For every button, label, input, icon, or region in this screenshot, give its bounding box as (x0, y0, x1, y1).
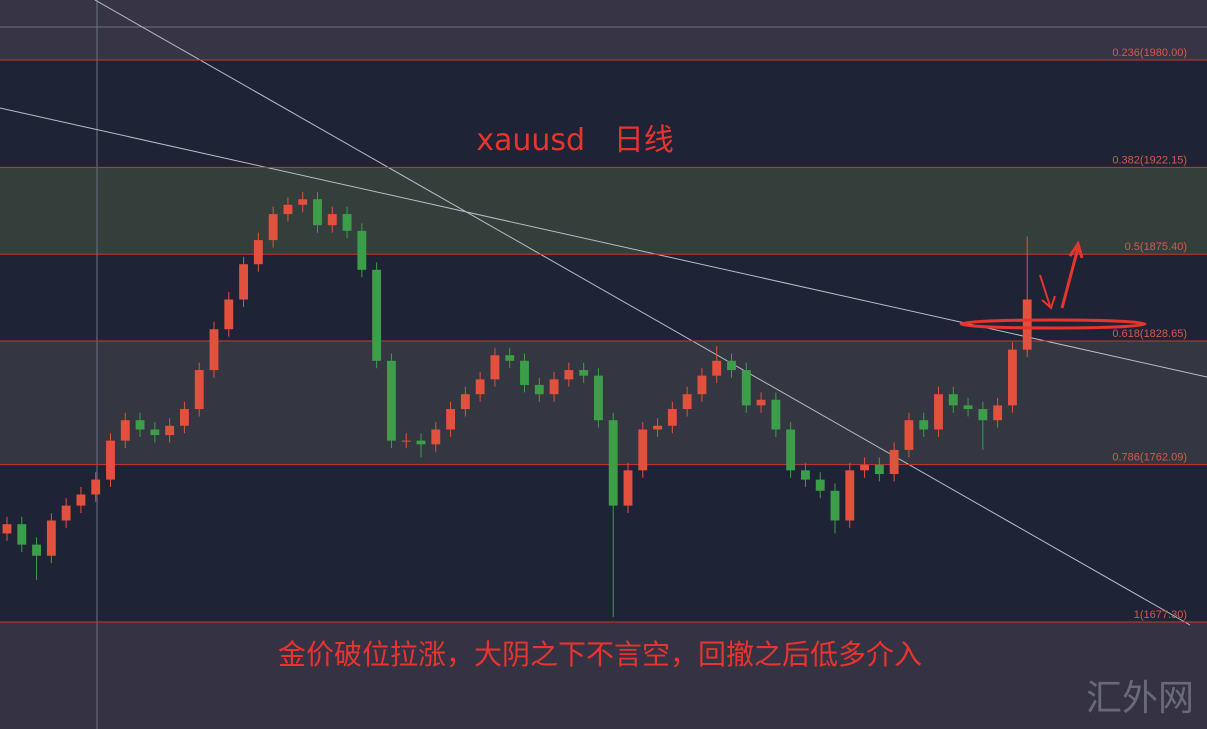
candle-body (135, 420, 145, 430)
zone (0, 622, 1207, 729)
candle-body (948, 394, 958, 406)
candle-body (800, 470, 810, 480)
watermark: 汇外网 (1086, 678, 1194, 719)
candle-body (505, 355, 515, 361)
candle-body (889, 449, 899, 475)
candle-body (653, 425, 663, 430)
candle-body (46, 520, 56, 556)
candle-body (165, 425, 175, 436)
candle-body (431, 429, 441, 445)
candle-body (239, 264, 249, 300)
candle-body (697, 375, 707, 395)
candle-body (727, 360, 736, 371)
zone (0, 341, 1207, 465)
candle-body (638, 429, 648, 471)
highlight-ellipse (959, 318, 1147, 330)
candle-body (579, 370, 589, 376)
candle-body (712, 360, 722, 376)
candle-body (475, 379, 485, 395)
candle-body (786, 429, 796, 471)
arrow-up (1060, 240, 1084, 309)
candle-body (534, 384, 544, 395)
candle-body (771, 399, 781, 430)
candle-body (623, 470, 633, 506)
candle-body (61, 505, 71, 521)
candle-body (416, 440, 426, 445)
candle-body (756, 399, 766, 406)
levels: 0.236(1980.00) 0.382(1922.15) 0.5(1875.40)… (0, 47, 1207, 623)
level-label: 1(1677.30) (1134, 609, 1187, 621)
level-label: 0.786(1762.09) (1112, 452, 1187, 464)
annotation: 金价破位拉涨，大阴之下不言空，回撤之后低多介入 (278, 638, 922, 671)
level-label: 0.5(1875.40) (1125, 241, 1187, 253)
candle-body (179, 409, 189, 426)
candle-body (520, 360, 529, 385)
candle-body (667, 409, 677, 426)
candle-body (224, 299, 234, 330)
candle-body (874, 464, 884, 475)
candle-body (993, 405, 1003, 421)
candle-body (549, 379, 559, 395)
candle-body (593, 375, 603, 421)
candle-body (342, 214, 352, 231)
candle-body (963, 405, 973, 410)
candle-body (313, 199, 322, 226)
candle-body (1022, 299, 1032, 350)
candle-body (401, 440, 411, 442)
candle-body (490, 355, 500, 380)
candle-body (904, 420, 914, 450)
candle-body (919, 420, 929, 430)
candle-body (564, 370, 574, 380)
candle-body (978, 409, 988, 421)
trend-line (0, 107, 1207, 378)
candle-body (608, 420, 618, 506)
level-label: 0.236(1980.00) (1112, 47, 1187, 59)
candle-body (934, 394, 943, 430)
candle-body (830, 490, 840, 521)
candle-body (194, 370, 204, 410)
candle-body (32, 544, 42, 556)
candle-body (283, 204, 293, 215)
zone (0, 167, 1207, 255)
candle-body (372, 269, 382, 361)
candle-body (815, 479, 825, 491)
arrow-down (1039, 274, 1056, 310)
chart-title: xauusd 日线 (476, 123, 673, 158)
candle-body (446, 409, 456, 430)
candle-body (682, 394, 692, 410)
candle-body (741, 370, 751, 406)
candle-body (860, 464, 870, 471)
candle-body (845, 470, 855, 521)
candle-body (2, 524, 12, 534)
zone (0, 0, 1207, 60)
candle-body (91, 479, 101, 495)
candle-body (386, 360, 396, 441)
candle-body (1007, 349, 1017, 406)
level-label: 0.382(1922.15) (1112, 154, 1187, 166)
candle-body (268, 214, 278, 241)
candle-body (150, 429, 160, 436)
candle-body (120, 420, 130, 441)
candle-body (209, 329, 219, 371)
candle-body (106, 440, 115, 480)
trend-line (94, 0, 1191, 626)
candle-body (76, 494, 86, 506)
candle-body (298, 199, 308, 205)
candle-body (460, 394, 470, 410)
candles (2, 191, 1032, 618)
candle-body (327, 214, 337, 226)
candle-body (253, 240, 263, 265)
candle-body (17, 524, 27, 545)
candle-body (357, 230, 367, 270)
level-label: 0.618(1828.65) (1112, 328, 1187, 340)
